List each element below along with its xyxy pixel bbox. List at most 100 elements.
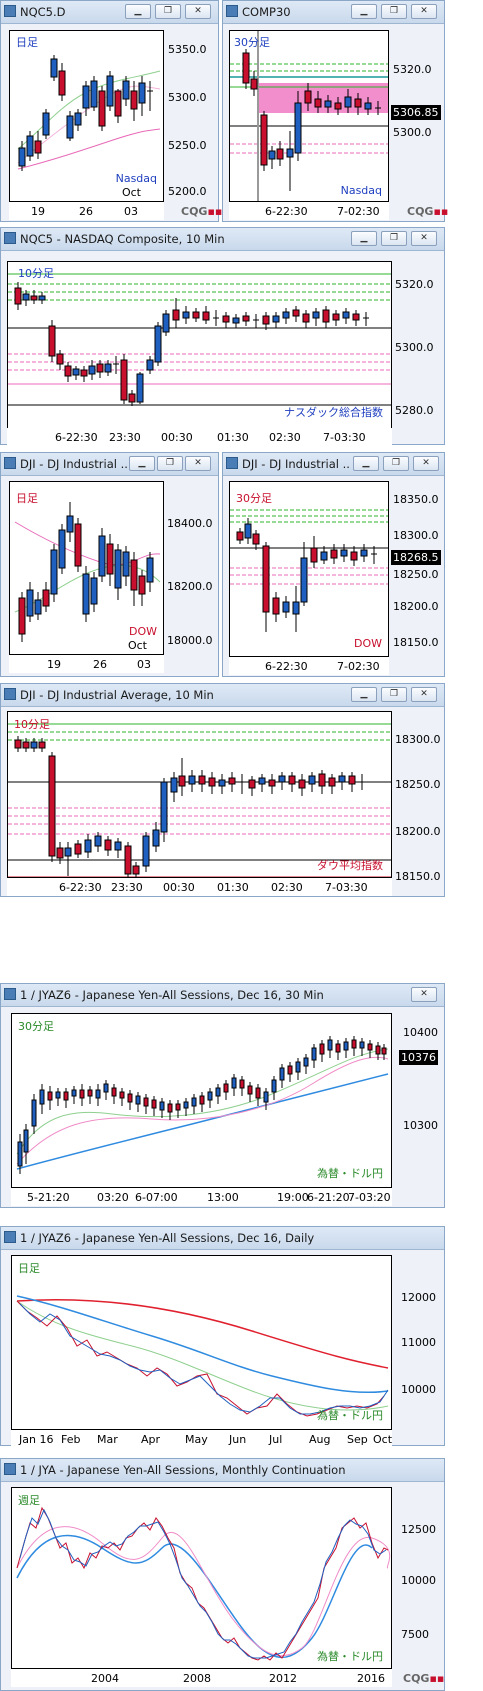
close-button[interactable]: ✕ <box>411 687 437 702</box>
maximize-button[interactable]: ❐ <box>381 687 407 702</box>
x-tick: 03:20 <box>97 1191 129 1204</box>
window-comp-30min: COMP30 ▁ ❐ ✕ <box>222 0 448 222</box>
x-tick: 7-03:30 <box>323 431 366 444</box>
y-tick: 18300.0 <box>393 529 439 542</box>
month-label: Oct <box>127 639 147 652</box>
y-tick: 10300 <box>403 1119 438 1132</box>
x-tick: 01:30 <box>217 881 249 894</box>
chart-plot[interactable]: 10分足 ナスダック総合指数 <box>7 261 392 429</box>
chart-plot[interactable]: 日足 Nasdaq Oct <box>9 30 164 202</box>
y-tick: 11000 <box>401 1336 436 1349</box>
window-dji-10min: DJI - DJ Industrial Average, 10 Min ▁ ❐ … <box>0 683 445 897</box>
x-tick: 7-03:30 <box>325 881 368 894</box>
x-tick: 03 <box>137 658 151 671</box>
symbol-label: 為替・ドル円 <box>317 1167 383 1180</box>
y-tick: 5350.0 <box>168 43 207 56</box>
maximize-button[interactable]: ❐ <box>381 231 407 246</box>
x-tick: 00:30 <box>163 881 195 894</box>
x-tick: 6-22:30 <box>265 660 308 673</box>
price-chart <box>16 1036 389 1174</box>
minimize-button[interactable]: ▁ <box>129 456 155 471</box>
minimize-button[interactable]: ▁ <box>125 4 151 19</box>
title-bar[interactable]: 1 / JYAZ6 - Japanese Yen-All Sessions, D… <box>1 1227 444 1250</box>
x-axis: 6-22:30 7-02:30 <box>229 657 389 675</box>
y-tick: 12000 <box>401 1291 436 1304</box>
x-tick: 7-03:20 <box>348 1191 391 1204</box>
close-button[interactable]: ✕ <box>411 4 437 19</box>
y-tick: 18150.0 <box>393 636 439 649</box>
chart-plot[interactable]: 10分足 ダウ平均指数 <box>7 711 392 878</box>
title-bar[interactable]: DJI - DJ Industrial ... ▁ ❐ ✕ <box>223 453 444 476</box>
app-icon <box>4 688 16 700</box>
close-button[interactable]: ✕ <box>413 456 439 471</box>
chart-plot[interactable]: 30分足 為替・ドル円 <box>11 1013 392 1188</box>
x-tick: Sep <box>347 1433 368 1446</box>
chart-plot[interactable]: 30分足 DOW <box>229 481 389 657</box>
x-tick: 7-02:30 <box>337 205 380 218</box>
chart-plot[interactable]: 週足 為替・ドル円 <box>11 1487 392 1669</box>
app-icon <box>4 1463 16 1475</box>
app-icon <box>4 1231 16 1243</box>
maximize-button[interactable]: ❐ <box>157 456 183 471</box>
x-tick: 03 <box>124 205 138 218</box>
close-button[interactable]: ✕ <box>411 231 437 246</box>
timeframe-label: 日足 <box>18 1262 40 1275</box>
symbol-label: 為替・ドル円 <box>317 1650 383 1663</box>
close-button[interactable]: ✕ <box>411 987 437 1002</box>
minimize-button[interactable]: ▁ <box>353 456 379 471</box>
app-icon <box>4 5 16 17</box>
minimize-button[interactable]: ▁ <box>351 4 377 19</box>
maximize-button[interactable]: ❐ <box>383 456 409 471</box>
y-tick: 5250.0 <box>168 139 207 152</box>
title-bar[interactable]: NQC5 - NASDAQ Composite, 10 Min ▁ ❐ ✕ <box>1 228 444 251</box>
window-title: COMP30 <box>242 5 291 19</box>
title-bar[interactable]: DJI - DJ Industrial ... ▁ ❐ ✕ <box>1 453 218 476</box>
x-tick: 2016 <box>357 1672 385 1685</box>
symbol-label: Nasdaq <box>340 184 382 197</box>
x-tick: 26 <box>79 205 93 218</box>
symbol-label: ダウ平均指数 <box>317 859 383 872</box>
minimize-button[interactable]: ▁ <box>351 231 377 246</box>
maximize-button[interactable]: ❐ <box>381 4 407 19</box>
x-axis: 2004 2008 2012 2016 <box>11 1669 392 1687</box>
title-bar[interactable]: DJI - DJ Industrial Average, 10 Min ▁ ❐ … <box>1 684 444 707</box>
y-tick: 18000.0 <box>167 634 213 647</box>
x-axis: 19 26 03 <box>9 655 164 673</box>
symbol-label: DOW <box>128 625 157 638</box>
maximize-button[interactable]: ❐ <box>155 4 181 19</box>
price-chart <box>14 502 161 642</box>
x-tick: 7-02:30 <box>337 660 380 673</box>
close-button[interactable]: ✕ <box>185 456 211 471</box>
x-tick: Apr <box>141 1433 161 1446</box>
timeframe-label: 10分足 <box>18 267 54 280</box>
window-title: 1 / JYAZ6 - Japanese Yen-All Sessions, D… <box>20 1231 315 1245</box>
y-tick: 7500 <box>401 1628 429 1641</box>
x-axis: 5-21:20 03:20 6-07:00 13:00 19:00 6-21:2… <box>11 1188 392 1206</box>
timeframe-label: 10分足 <box>14 718 50 731</box>
chart-plot[interactable]: 30分足 Nasdaq <box>229 30 389 202</box>
minimize-button[interactable]: ▁ <box>351 687 377 702</box>
y-tick: 5300.0 <box>395 341 434 354</box>
x-axis: Jan 16 Feb Mar Apr May Jun Jul Aug Sep O… <box>11 1430 392 1448</box>
close-button[interactable]: ✕ <box>185 4 211 19</box>
y-tick: 5320.0 <box>393 63 432 76</box>
title-bar[interactable]: NQC5.D ▁ ❐ ✕ <box>1 1 218 24</box>
x-tick: 6-22:30 <box>59 881 102 894</box>
x-tick: Jul <box>269 1433 283 1446</box>
x-axis: 19 26 03 <box>9 202 164 220</box>
x-tick: 19 <box>31 205 45 218</box>
chart-plot[interactable]: 日足 DOW Oct <box>9 481 164 655</box>
x-axis: 6-22:30 23:30 00:30 01:30 02:30 7-03:30 <box>7 428 392 446</box>
title-bar[interactable]: 1 / JYAZ6 - Japanese Yen-All Sessions, D… <box>1 984 444 1007</box>
app-icon <box>4 988 16 1000</box>
x-tick: Oct <box>373 1433 393 1446</box>
x-tick: 6-22:30 <box>265 205 308 218</box>
chart-plot[interactable]: 日足 為替・ドル円 <box>11 1255 392 1430</box>
x-tick: 02:30 <box>269 431 301 444</box>
title-bar[interactable]: 1 / JYA - Japanese Yen-All Sessions, Mon… <box>1 1459 444 1482</box>
x-tick: 19:00 <box>277 1191 309 1204</box>
y-tick: 18300.0 <box>395 733 441 746</box>
title-bar[interactable]: COMP30 ▁ ❐ ✕ <box>223 1 444 24</box>
y-tick: 18350.0 <box>393 493 439 506</box>
price-chart <box>230 509 388 632</box>
